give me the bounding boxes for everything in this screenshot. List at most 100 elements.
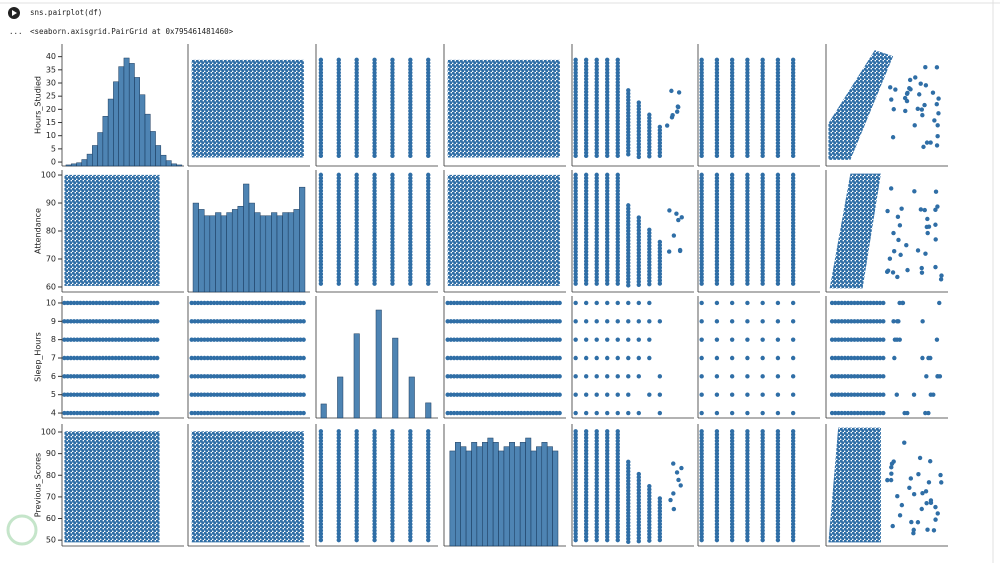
scatter-texture [679, 465, 684, 471]
scatter-texture [714, 410, 720, 416]
scatter-texture [912, 123, 917, 128]
y-tick-label: 90 [46, 449, 56, 458]
scatter-texture [583, 355, 589, 361]
y-tick-label: 80 [46, 471, 56, 480]
scatter-texture [775, 410, 781, 416]
scatter-texture [657, 374, 663, 379]
y-tick-label: 70 [46, 492, 56, 501]
scatter-texture [745, 337, 750, 342]
scatter-texture [674, 211, 679, 216]
scatter-texture [926, 410, 931, 416]
scatter-texture [923, 65, 928, 70]
scatter-texture [936, 111, 941, 116]
histogram-bar [86, 153, 93, 167]
scatter-texture [918, 81, 923, 86]
scatter-texture [583, 337, 589, 342]
scatter-texture [920, 112, 925, 118]
scatter-texture [729, 319, 735, 324]
scatter-texture [667, 208, 672, 213]
scatter-texture [911, 492, 917, 497]
scatter-texture [775, 300, 781, 306]
pairgrid: Hours_Studied 0 5 10 15 20 25 30 35 40 Attendance 6… [34, 44, 948, 547]
scatter-texture [924, 374, 929, 379]
scatter-texture [745, 300, 750, 306]
histogram-bar [123, 57, 130, 167]
scatter-texture [657, 392, 663, 397]
scatter-texture [924, 224, 930, 230]
scatter-texture [636, 300, 641, 306]
scatter-texture [935, 133, 940, 139]
scatter-texture [933, 504, 938, 510]
scatter-texture [917, 92, 922, 97]
scatter-texture [760, 410, 765, 416]
scatter-texture [647, 355, 652, 361]
scatter-texture [933, 222, 938, 227]
y-axis-label: Attendance [34, 208, 43, 254]
histogram-bar [320, 403, 327, 419]
scatter-texture [790, 374, 796, 379]
scatter-texture [605, 392, 610, 397]
histogram-bar [150, 131, 156, 167]
scatter-texture [889, 97, 894, 102]
scatter-texture [938, 277, 944, 282]
scatter-texture [829, 173, 881, 289]
scatter-texture [583, 410, 589, 416]
scatter-texture [714, 355, 720, 361]
y-tick-label: 4 [51, 409, 56, 418]
scatter-texture [573, 392, 578, 397]
scatter-texture [934, 143, 940, 148]
scatter-texture [904, 242, 909, 248]
scatter-texture [933, 207, 938, 213]
scatter-texture [573, 319, 578, 324]
scatter-texture [714, 374, 720, 379]
histogram-bar [144, 113, 151, 167]
histogram-bar [92, 145, 98, 167]
scatter-texture [895, 274, 900, 280]
histogram-bar [65, 164, 72, 167]
scatter-texture [790, 319, 796, 324]
scatter-texture [899, 502, 905, 508]
scatter-texture [890, 135, 896, 140]
histogram-bar [165, 160, 172, 167]
histogram-bar [408, 376, 415, 419]
scatter-texture [605, 319, 610, 324]
histogram-bar [203, 215, 211, 293]
scatter-texture [902, 410, 907, 416]
histogram-bar [509, 442, 515, 547]
scatter-texture [919, 506, 924, 512]
histogram-bar [76, 162, 83, 167]
histogram-bar [525, 437, 532, 547]
scatter-texture [933, 264, 938, 270]
scatter-texture [923, 251, 928, 256]
histogram-bar [271, 212, 278, 293]
scatter-texture [915, 520, 921, 525]
scatter-texture [932, 118, 937, 123]
scatter-texture [936, 96, 941, 101]
scatter-texture [895, 214, 901, 220]
histogram-bar [353, 333, 360, 419]
y-tick-label: 60 [46, 282, 56, 291]
scatter-texture [714, 392, 720, 397]
scatter-texture [594, 392, 599, 397]
watermark [6, 514, 38, 546]
scatter-texture [928, 498, 934, 503]
scatter-texture [671, 233, 677, 238]
histogram-bar [536, 446, 543, 547]
scatter-texture [928, 140, 933, 145]
y-tick-label: 25 [46, 92, 56, 101]
y-tick-label: 40 [46, 52, 56, 61]
histogram-bar [299, 186, 306, 293]
scatter-texture [919, 107, 925, 112]
histogram-bar [375, 309, 382, 419]
scatter-texture [605, 374, 610, 379]
histogram-bar [113, 81, 119, 167]
scatter-texture [790, 355, 796, 361]
output-toggle[interactable]: ... [9, 27, 23, 36]
scatter-texture [666, 249, 672, 254]
scatter-texture [925, 216, 930, 222]
scatter-texture [925, 527, 930, 532]
histogram-bar [471, 442, 478, 547]
scatter-texture [636, 374, 641, 379]
scatter-texture [583, 374, 589, 379]
scatter-texture [889, 471, 894, 476]
